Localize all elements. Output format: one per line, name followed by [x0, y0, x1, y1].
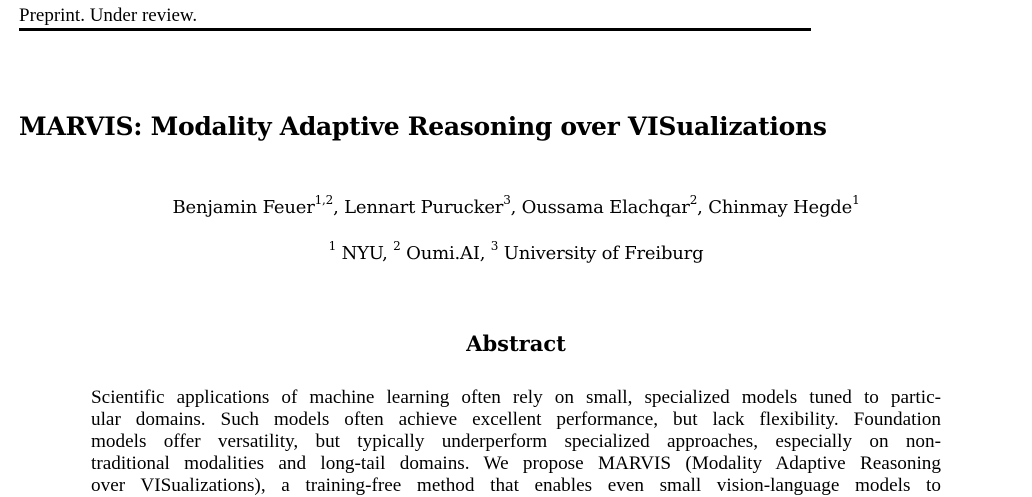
author-name: Chinmay Hegde [708, 197, 853, 218]
author-affiliation-mark: 1 [852, 193, 860, 207]
author-name: Oussama Elachqar [521, 197, 690, 218]
author-affiliation-mark: 3 [503, 193, 511, 207]
author: Chinmay Hegde1 [708, 194, 860, 218]
abstract-line: traditional modalities and long-tail dom… [91, 453, 941, 474]
affiliation-name: NYU [336, 243, 383, 264]
affiliation-mark: 3 [490, 239, 499, 253]
author: Lennart Purucker3, [344, 194, 522, 218]
paper-title: MARVIS: Modality Adaptive Reasoning over… [19, 112, 827, 141]
affiliation: 1 NYU, [329, 240, 394, 264]
author-separator: , [333, 197, 345, 218]
abstract-heading: Abstract [466, 331, 566, 356]
abstract-line: over VISualizations), a training-free me… [91, 475, 941, 496]
author-affiliation-mark: 2 [689, 193, 698, 207]
author: Benjamin Feuer1,2, [172, 194, 345, 218]
affiliation-list: 1 NYU, 2 Oumi.AI, 3 University of Freibu… [0, 239, 1032, 269]
affiliation-mark: 1 [328, 239, 337, 253]
author: Oussama Elachqar2, [521, 194, 709, 218]
abstract-body: Scientific applications of machine learn… [91, 387, 941, 497]
affiliation-separator: , [479, 243, 491, 264]
abstract-line: models offer versatility, but typically … [91, 431, 941, 452]
affiliation: 2 Oumi.AI, [393, 240, 491, 264]
affiliation: 3 University of Freiburg [491, 240, 704, 264]
preprint-notice: Preprint. Under review. [19, 5, 198, 26]
affiliation-name: University of Freiburg [498, 243, 704, 264]
author-name: Benjamin Feuer [172, 197, 315, 218]
author-list: Benjamin Feuer1,2, Lennart Purucker3, Ou… [0, 193, 1032, 223]
affiliation-name: Oumi.AI [400, 243, 480, 264]
author-separator: , [697, 197, 709, 218]
affiliation-mark: 2 [393, 239, 401, 253]
affiliation-separator: , [382, 243, 394, 264]
abstract-line: ular domains. Such models often achieve … [91, 409, 941, 430]
abstract-line: Scientific applications of machine learn… [91, 387, 941, 408]
author-name: Lennart Purucker [344, 197, 504, 218]
author-separator: , [510, 197, 522, 218]
author-affiliation-mark: 1,2 [314, 193, 334, 207]
preprint-header: Preprint. Under review. [19, 4, 811, 31]
